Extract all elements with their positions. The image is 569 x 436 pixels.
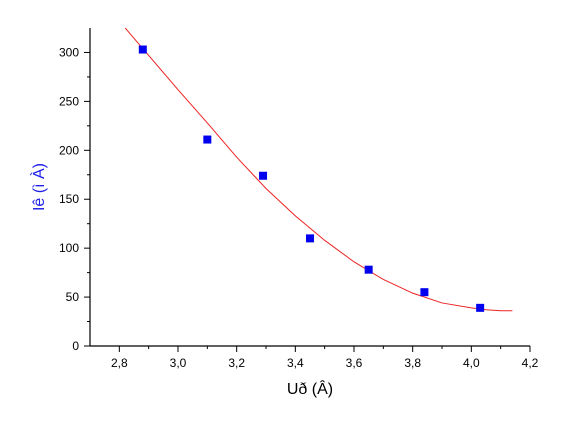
x-tick-label: 3,2 [228, 356, 245, 370]
x-tick-label: 3,4 [287, 356, 304, 370]
x-axis-title: Uð (Â) [287, 379, 333, 398]
fit-curve-layer [124, 27, 513, 312]
x-tick-label: 2,8 [111, 356, 128, 370]
fit-curve [124, 27, 513, 312]
y-tick-label: 100 [59, 241, 79, 255]
data-point [476, 303, 485, 312]
y-tick-label: 200 [59, 143, 79, 157]
y-tick-label: 50 [66, 290, 80, 304]
y-axis-title: Iê (ì À) [29, 163, 48, 211]
data-point [306, 234, 314, 243]
data-points-layer [138, 45, 485, 312]
x-tick-label: 3,6 [346, 356, 363, 370]
data-point [203, 135, 212, 144]
data-point [138, 45, 147, 54]
y-tick-label: 0 [72, 339, 79, 353]
axes: 2,8 3,0 3,2 3,4 3,6 3,8 4,0 4,2 0 50 100 150 200 250 3… [59, 28, 539, 370]
y-tick-label: 150 [59, 192, 79, 206]
y-tick-label: 300 [59, 45, 79, 59]
y-tick-label: 250 [59, 94, 79, 108]
x-tick-label: 3,0 [170, 356, 187, 370]
x-tick-label: 4,2 [522, 356, 539, 370]
data-point [259, 171, 268, 180]
data-point [420, 288, 429, 297]
x-tick-label: 4,0 [463, 356, 480, 370]
x-tick-label: 3,8 [404, 356, 421, 370]
data-point [364, 265, 373, 274]
